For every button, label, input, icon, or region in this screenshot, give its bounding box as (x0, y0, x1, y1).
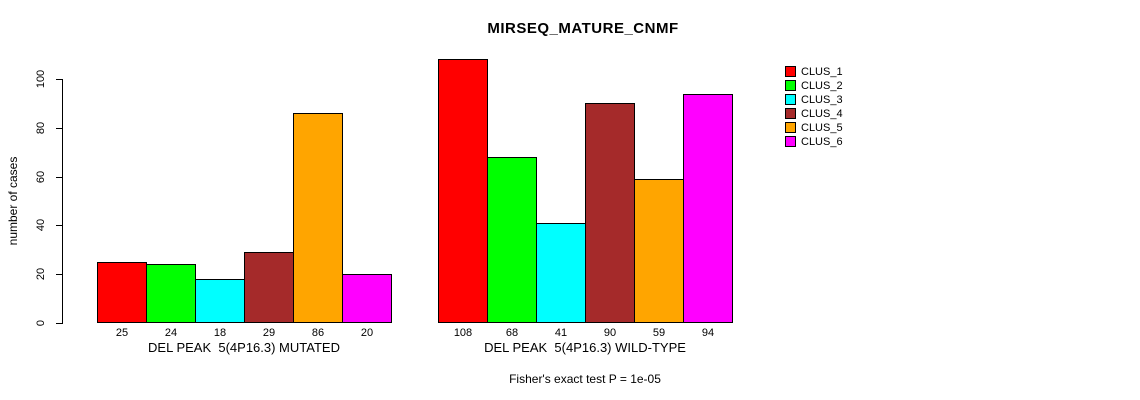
bar-clus_3-group1 (195, 279, 245, 323)
y-tick-mark-80 (56, 127, 62, 129)
bar-value-label-clus_2-group1: 24 (164, 327, 178, 339)
bar-value-label-clus_6-group1: 20 (360, 327, 374, 339)
legend-label-clus_2: CLUS_2 (801, 80, 843, 92)
bar-value-label-clus_4-group2: 90 (603, 327, 617, 339)
group-label-wild-type: DEL PEAK 5(4P16.3) WILD-TYPE (484, 340, 686, 355)
legend-swatch-clus_5 (785, 122, 796, 133)
y-tick-mark-20 (56, 274, 62, 276)
bar-clus_6-group1 (342, 274, 392, 323)
legend-label-clus_5: CLUS_5 (801, 122, 843, 134)
legend-label-clus_4: CLUS_4 (801, 108, 843, 120)
group-label-mutated: DEL PEAK 5(4P16.3) MUTATED (148, 340, 340, 355)
y-tick-mark-40 (56, 225, 62, 227)
chart-title: MIRSEQ_MATURE_CNMF (487, 20, 679, 37)
bar-value-label-clus_5-group2: 59 (652, 327, 666, 339)
legend-label-clus_3: CLUS_3 (801, 94, 843, 106)
legend-label-clus_6: CLUS_6 (801, 136, 843, 148)
bar-clus_4-group2 (585, 103, 635, 323)
bar-clus_5-group1 (293, 113, 343, 323)
bar-value-label-clus_3-group2: 41 (554, 327, 568, 339)
bar-value-label-clus_3-group1: 18 (213, 327, 227, 339)
y-tick-label-100: 100 (35, 69, 47, 89)
bar-value-label-clus_1-group2: 108 (453, 327, 473, 339)
bar-clus_1-group2 (438, 59, 488, 323)
y-axis-title: number of cases (6, 156, 20, 246)
bar-value-label-clus_2-group2: 68 (505, 327, 519, 339)
legend-swatch-clus_6 (785, 136, 796, 147)
bar-value-label-clus_4-group1: 29 (262, 327, 276, 339)
bar-clus_2-group2 (487, 157, 537, 323)
legend-swatch-clus_1 (785, 66, 796, 77)
y-axis-line (62, 79, 63, 324)
bar-value-label-clus_6-group2: 94 (701, 327, 715, 339)
bar-clus_5-group2 (634, 179, 684, 323)
bar-clus_1-group1 (97, 262, 147, 323)
bar-clus_2-group1 (146, 264, 196, 323)
legend-swatch-clus_4 (785, 108, 796, 119)
bar-clus_4-group1 (244, 252, 294, 323)
legend-swatch-clus_3 (785, 94, 796, 105)
y-tick-mark-0 (56, 323, 62, 324)
bar-value-label-clus_5-group1: 86 (311, 327, 325, 339)
pvalue-annotation: Fisher's exact test P = 1e-05 (509, 372, 661, 386)
y-tick-mark-60 (56, 176, 62, 178)
legend-swatch-clus_2 (785, 80, 796, 91)
y-tick-mark-100 (56, 79, 62, 80)
y-tick-label-20: 20 (35, 268, 47, 281)
y-tick-label-60: 60 (35, 170, 47, 183)
bar-clus_6-group2 (683, 94, 733, 323)
y-tick-label-40: 40 (35, 219, 47, 232)
y-tick-label-80: 80 (35, 121, 47, 134)
legend-label-clus_1: CLUS_1 (801, 66, 843, 78)
bar-value-label-clus_1-group1: 25 (115, 327, 129, 339)
bar-clus_3-group2 (536, 223, 586, 323)
y-tick-label-0: 0 (35, 319, 47, 327)
